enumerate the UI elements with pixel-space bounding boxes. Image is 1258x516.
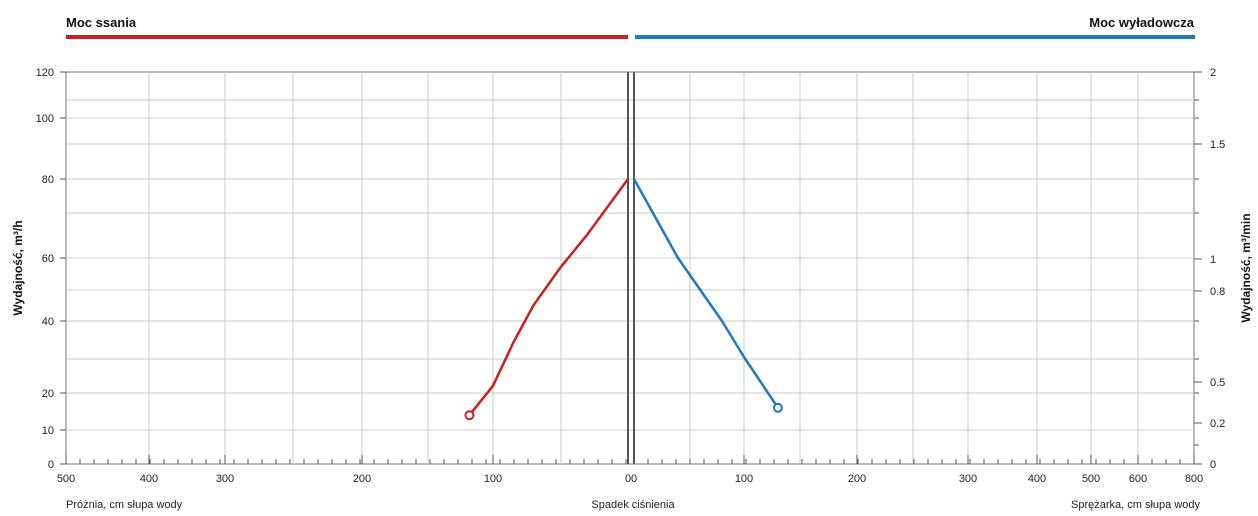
y-left-tick-label: 120 [36, 67, 54, 79]
x-right-tick-label: 400 [1028, 473, 1046, 485]
x-right-tick-label: 800 [1185, 473, 1203, 485]
discharge-series-end-marker [772, 402, 783, 413]
y-left-tick-label: 60 [42, 253, 54, 265]
y-right-tick-label: 0.8 [1210, 286, 1225, 298]
suction-series-end-marker [464, 410, 475, 421]
left-title-bar [66, 35, 628, 39]
x-right-tick-label: 300 [959, 473, 977, 485]
right-panel-title: Moc wyładowcza [1089, 15, 1195, 30]
x-right-tick-label: 0 [631, 473, 637, 485]
y-left-tick-label: 80 [42, 174, 54, 186]
y-axis-label-right: Wydajność, m³/min [1239, 213, 1253, 322]
y-axis-label-left: Wydajność, m³/h [11, 220, 25, 315]
discharge-series-line [632, 178, 779, 409]
right-y-axis: 0 0.2 0.5 0.8 1 1.5 2 [1194, 67, 1225, 471]
center-label: Spadek ciśnienia [591, 499, 675, 511]
x-left-tick-label: 200 [353, 473, 371, 485]
x-left-tick-label: 300 [216, 473, 234, 485]
y-left-tick-label: 20 [42, 388, 54, 400]
y-right-tick-label: 1.5 [1210, 139, 1225, 151]
y-right-tick-label: 1 [1210, 254, 1216, 266]
left-y-axis: 0 10 20 40 60 80 100 120 [36, 67, 66, 471]
left-panel-title: Moc ssania [66, 15, 137, 30]
x-left-tick-label: 0 [625, 473, 631, 485]
y-left-tick-label: 10 [42, 425, 54, 437]
x-axis-label-right: Sprężarka, cm słupa wody [1071, 499, 1200, 511]
x-axis: 500 400 300 200 100 0 0 100 200 300 400 500 600 800 [57, 455, 1203, 485]
x-left-tick-label: 500 [57, 473, 75, 485]
x-right-tick-label: 200 [848, 473, 866, 485]
suction-series-line [468, 178, 630, 416]
x-left-tick-label: 400 [140, 473, 158, 485]
x-right-tick-label: 100 [735, 473, 753, 485]
y-right-tick-label: 0.5 [1210, 377, 1225, 389]
plot-frame [65, 71, 1195, 465]
y-right-tick-label: 0.2 [1210, 418, 1225, 430]
y-right-tick-label: 0 [1210, 459, 1216, 471]
x-right-tick-label: 500 [1082, 473, 1100, 485]
x-right-tick-label: 600 [1129, 473, 1147, 485]
y-right-tick-label: 2 [1210, 67, 1216, 79]
x-axis-label-left: Próżnia, cm słupa wody [66, 499, 183, 511]
y-left-tick-label: 100 [36, 113, 54, 125]
right-title-bar [635, 35, 1195, 39]
y-left-tick-label: 40 [42, 316, 54, 328]
series-layer [464, 178, 783, 421]
y-left-tick-label: 0 [48, 459, 54, 471]
x-left-tick-label: 100 [484, 473, 502, 485]
